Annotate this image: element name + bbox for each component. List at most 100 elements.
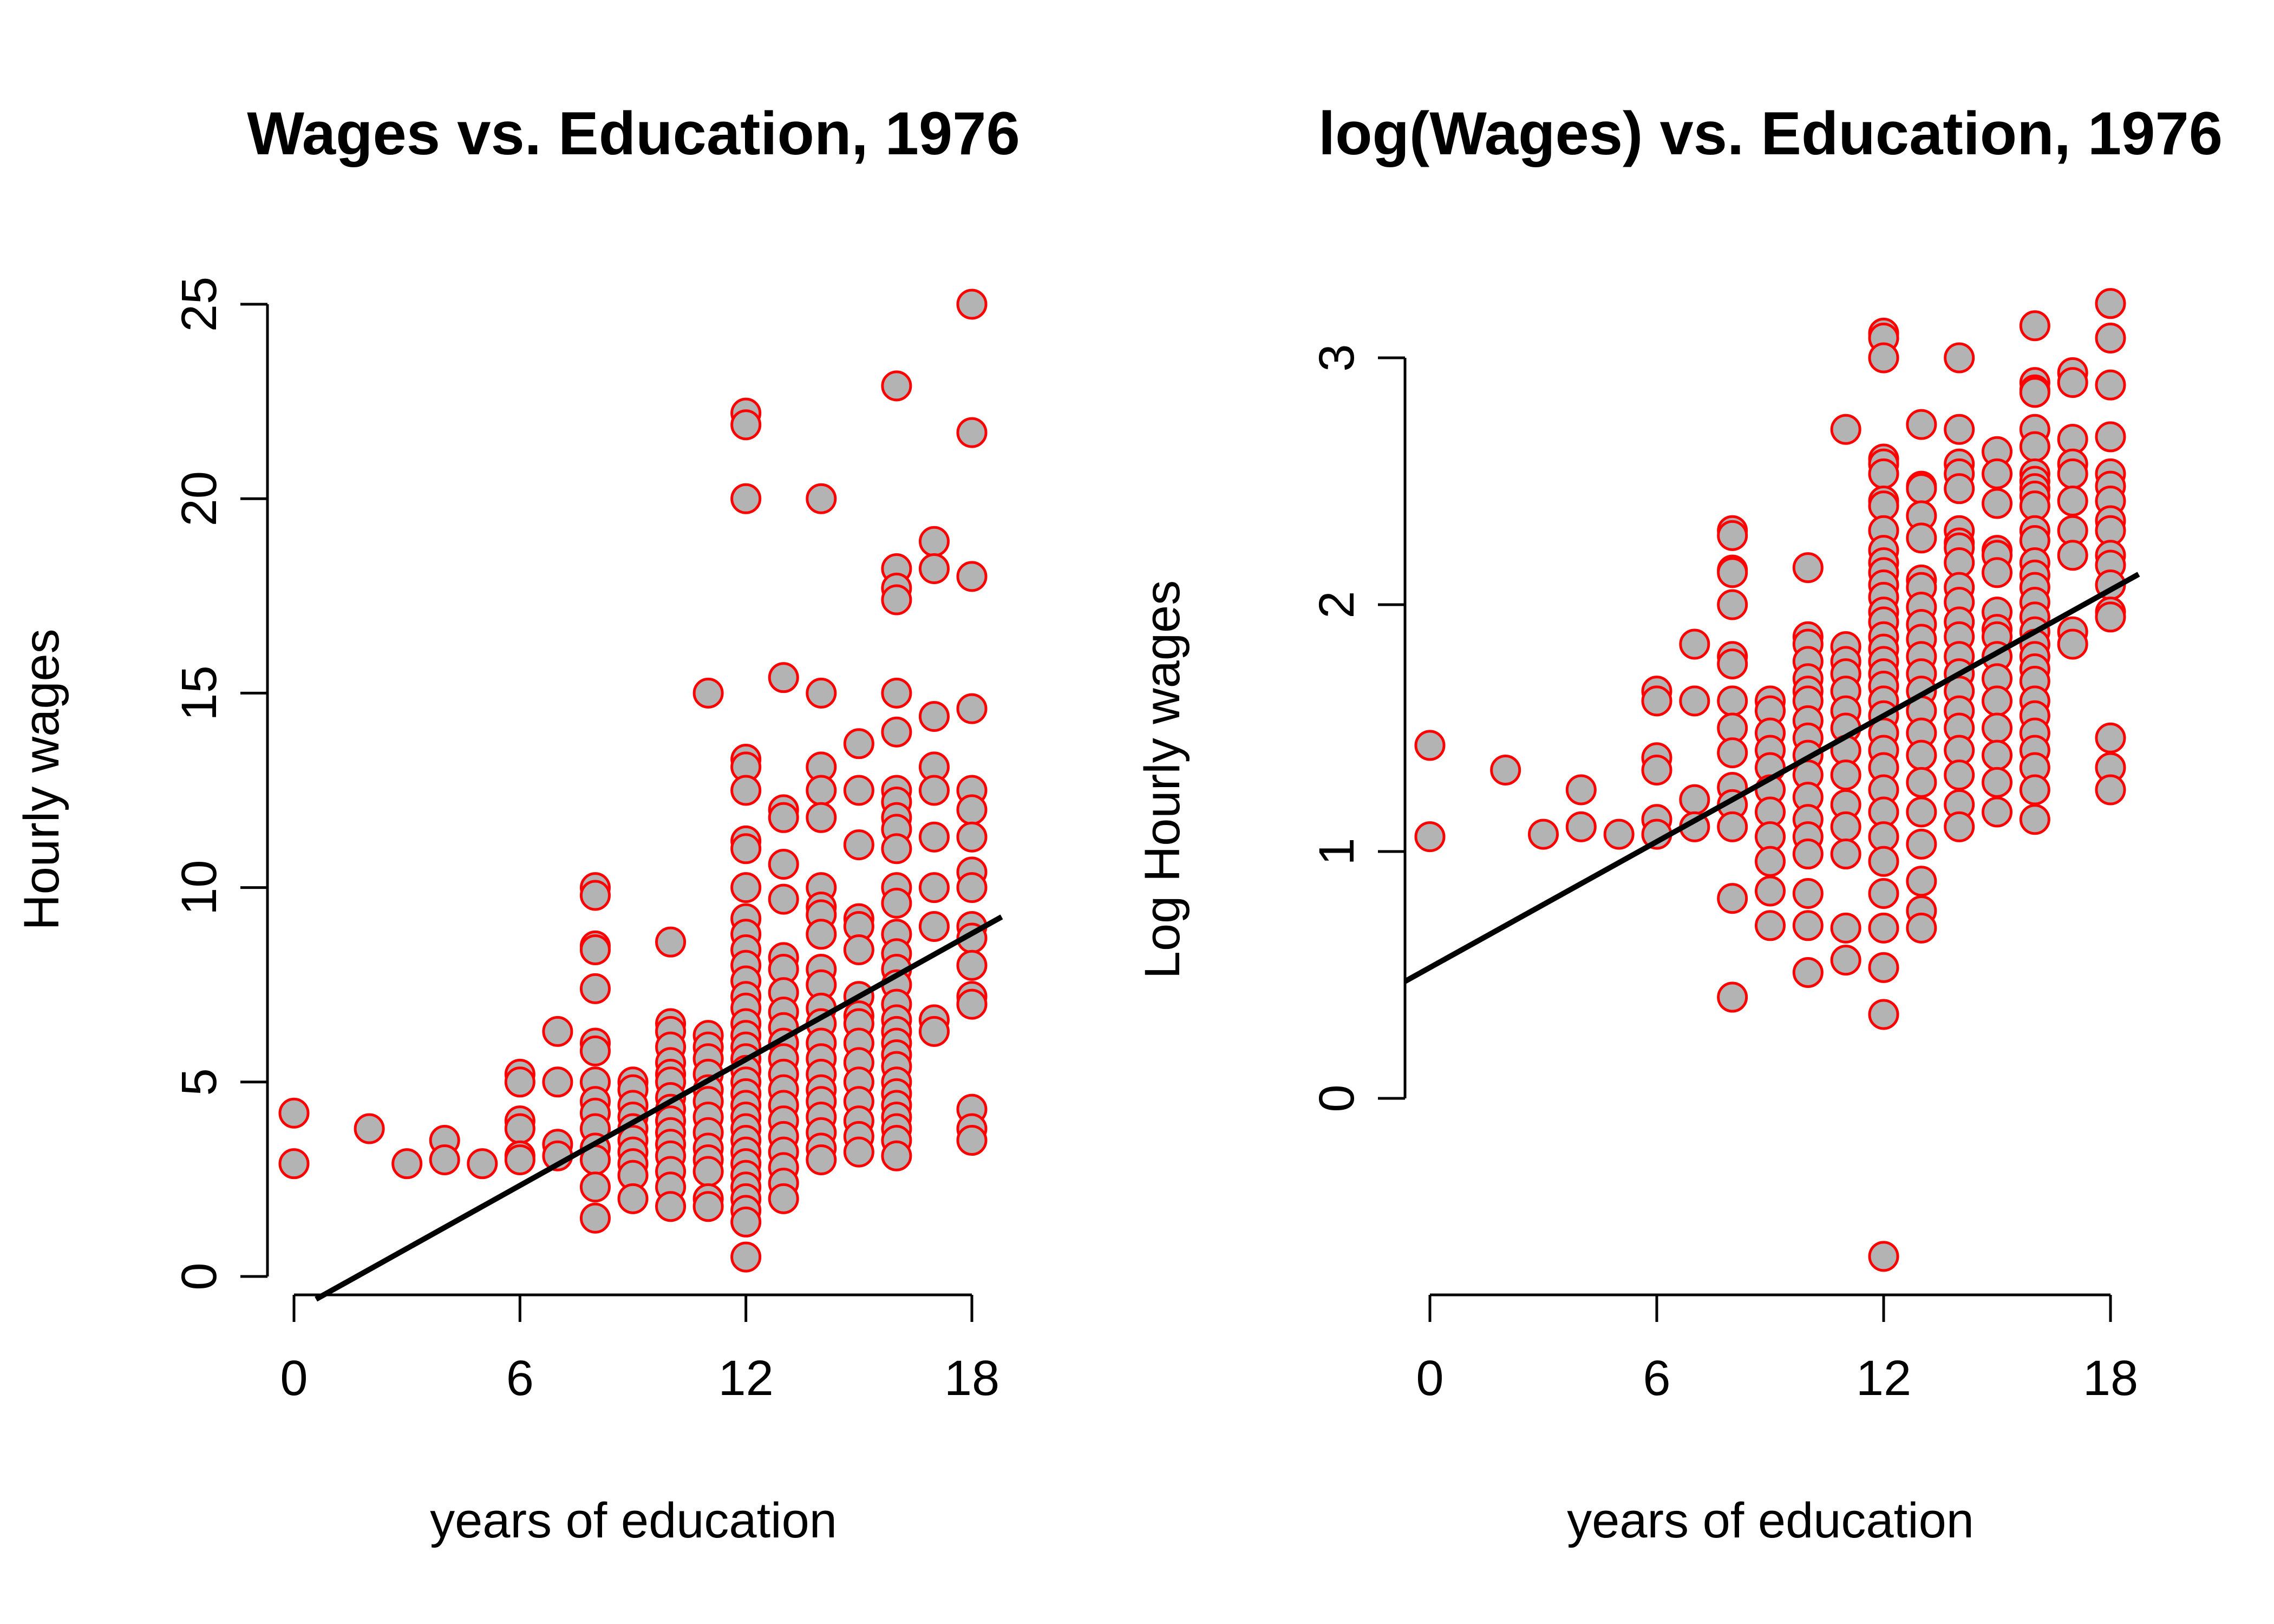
points-wages bbox=[278, 289, 988, 1273]
chart-title-wages: Wages vs. Education, 1976 bbox=[247, 100, 1020, 167]
data-point bbox=[692, 1191, 724, 1222]
data-point bbox=[1982, 767, 2012, 798]
data-point bbox=[806, 919, 837, 950]
data-point bbox=[504, 1113, 535, 1144]
data-point bbox=[1565, 811, 1597, 842]
y-tick-label: 0 bbox=[172, 1262, 227, 1290]
data-point bbox=[1755, 910, 1786, 941]
data-point bbox=[278, 1097, 310, 1129]
data-point bbox=[2019, 804, 2050, 835]
data-point bbox=[1717, 589, 1748, 620]
data-point bbox=[1906, 739, 1937, 771]
data-point bbox=[1717, 520, 1748, 551]
data-point bbox=[918, 775, 950, 806]
x-axis-label-log-wages: years of education bbox=[1567, 1493, 1974, 1548]
data-point bbox=[1868, 846, 1899, 877]
y-tick-label: 10 bbox=[172, 860, 227, 915]
data-point bbox=[843, 728, 874, 759]
data-point bbox=[918, 911, 950, 942]
data-point bbox=[1792, 878, 1824, 909]
data-point bbox=[2095, 323, 2126, 354]
data-point bbox=[956, 988, 988, 1020]
data-point bbox=[956, 417, 988, 448]
data-point bbox=[843, 1136, 874, 1168]
data-point bbox=[579, 1171, 611, 1203]
data-point bbox=[843, 934, 874, 966]
data-point bbox=[1490, 755, 1521, 786]
data-point bbox=[1868, 1241, 1899, 1272]
data-point bbox=[1717, 557, 1748, 588]
y-axis-label-log-wages: Log Hourly wages bbox=[1135, 580, 1190, 979]
data-point bbox=[1641, 755, 1672, 786]
data-point bbox=[918, 701, 950, 732]
data-point bbox=[1830, 839, 1861, 870]
data-point bbox=[2095, 722, 2126, 754]
data-point bbox=[1906, 828, 1937, 860]
data-point bbox=[278, 1148, 310, 1180]
regression-line bbox=[315, 914, 1003, 1302]
data-point bbox=[881, 1140, 912, 1171]
data-point bbox=[881, 887, 912, 919]
data-point bbox=[956, 794, 988, 826]
data-point bbox=[1982, 458, 2012, 489]
y-tick-label: 5 bbox=[172, 1068, 227, 1096]
data-point bbox=[617, 1183, 649, 1214]
y-tick-label: 2 bbox=[1309, 591, 1364, 618]
data-point bbox=[2057, 458, 2088, 489]
data-point bbox=[956, 821, 988, 853]
data-point bbox=[542, 1066, 573, 1098]
data-point bbox=[429, 1144, 460, 1175]
data-point bbox=[1868, 342, 1899, 374]
data-point bbox=[1868, 458, 1899, 489]
data-point bbox=[918, 553, 950, 585]
data-point bbox=[579, 1035, 611, 1066]
data-point bbox=[956, 1125, 988, 1156]
data-point bbox=[2019, 310, 2050, 342]
data-point bbox=[1717, 981, 1748, 1013]
data-point bbox=[1982, 488, 2012, 519]
data-point bbox=[1982, 712, 2012, 744]
data-point bbox=[1830, 811, 1861, 842]
data-point bbox=[655, 1191, 687, 1222]
data-point bbox=[956, 561, 988, 592]
data-point bbox=[1906, 409, 1937, 440]
y-tick-label: 15 bbox=[172, 665, 227, 721]
data-point bbox=[1906, 912, 1937, 944]
x-tick-label: 12 bbox=[718, 1351, 773, 1406]
data-point bbox=[1906, 473, 1937, 505]
data-point bbox=[1717, 648, 1748, 679]
data-point bbox=[1792, 910, 1824, 941]
data-point bbox=[881, 716, 912, 748]
data-point bbox=[2057, 540, 2088, 571]
data-point bbox=[1906, 767, 1937, 798]
y-tick-label: 20 bbox=[172, 471, 227, 526]
data-point bbox=[956, 289, 988, 320]
x-tick-label: 18 bbox=[944, 1351, 999, 1406]
data-point bbox=[806, 1144, 837, 1175]
data-point bbox=[2019, 774, 2050, 806]
data-point bbox=[1717, 883, 1748, 914]
y-tick-label: 3 bbox=[1309, 344, 1364, 371]
data-point bbox=[806, 775, 837, 806]
data-point bbox=[1641, 685, 1672, 717]
data-point bbox=[1717, 685, 1748, 717]
data-point bbox=[1868, 912, 1899, 944]
data-point bbox=[692, 1156, 724, 1187]
data-point bbox=[542, 1016, 573, 1047]
data-point bbox=[1565, 774, 1597, 806]
data-point bbox=[467, 1148, 498, 1180]
data-point bbox=[1906, 522, 1937, 554]
data-point bbox=[730, 775, 762, 806]
data-point bbox=[768, 662, 799, 693]
data-point bbox=[1792, 957, 1824, 988]
data-point bbox=[2095, 288, 2126, 319]
panel-log-wages: log(Wages) vs. Education, 1976 years of … bbox=[1135, 100, 2223, 1548]
data-point bbox=[768, 848, 799, 880]
data-point bbox=[918, 872, 950, 903]
data-point bbox=[504, 1144, 535, 1175]
data-point bbox=[1830, 945, 1861, 976]
points-log-wages bbox=[1414, 288, 2126, 1272]
data-point bbox=[806, 677, 837, 709]
data-point bbox=[1982, 685, 2012, 717]
